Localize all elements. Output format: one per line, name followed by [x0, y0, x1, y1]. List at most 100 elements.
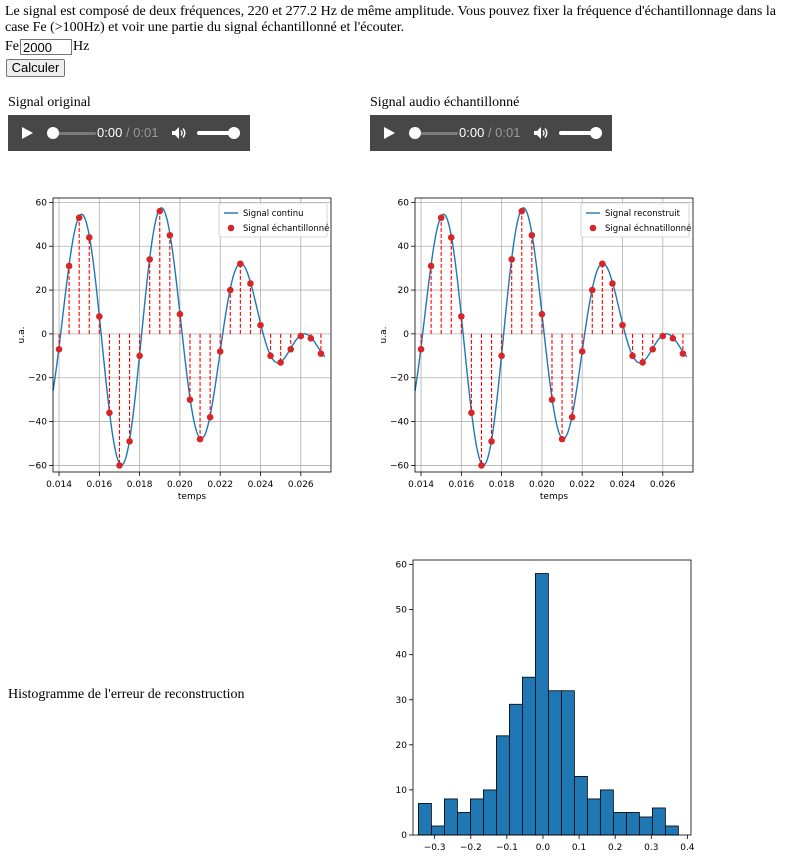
seek-bar[interactable] [52, 132, 96, 135]
histogram-bar [496, 735, 510, 836]
x-tick-label: 0.024 [610, 480, 636, 490]
histogram-label: Histogramme de l'erreur de reconstructio… [8, 687, 245, 702]
time-display: 0:00 / 0:01 [97, 125, 158, 140]
y-tick-label: −40 [28, 418, 47, 428]
sample-point [478, 462, 485, 469]
sample-point [498, 352, 505, 360]
sample-point [518, 207, 526, 215]
sample-point [216, 348, 224, 355]
x-tick-label: 0.018 [127, 480, 153, 490]
y-tick-label: 60 [36, 198, 48, 208]
histogram-bar [664, 825, 679, 836]
sample-point [65, 262, 73, 270]
histogram-bar [638, 816, 653, 836]
sample-point [277, 359, 284, 366]
volume-handle[interactable] [590, 127, 602, 139]
histogram-bar [444, 798, 458, 836]
y-tick-label: 40 [36, 242, 48, 252]
sampled-audio-player[interactable]: 0:00 / 0:01 [370, 115, 612, 151]
x-tick-label: 0.018 [489, 480, 515, 490]
sample-point [437, 214, 445, 222]
seek-handle[interactable] [409, 127, 421, 139]
x-axis-label: temps [540, 492, 569, 502]
sample-point [96, 313, 103, 320]
sample-point [186, 396, 194, 403]
volume-handle[interactable] [228, 127, 240, 139]
legend-point-swatch [589, 224, 597, 232]
y-tick-label: 20 [396, 741, 408, 751]
x-tick-label: 0.026 [288, 480, 314, 490]
histogram-bar [547, 690, 562, 836]
y-tick-label: −20 [28, 374, 47, 384]
sample-point [649, 345, 657, 353]
volume-icon[interactable] [533, 126, 549, 140]
x-tick-label: 0.016 [86, 480, 112, 490]
sampled-signal-label: Signal audio échantillonné [370, 95, 520, 110]
fe-row: Fe Hz [5, 38, 89, 56]
sample-point [458, 313, 465, 320]
histogram-bar [470, 798, 484, 836]
seek-handle[interactable] [47, 127, 59, 139]
y-tick-label: −40 [390, 418, 409, 428]
x-tick-label: 0.022 [569, 480, 595, 490]
y-tick-label: 0 [401, 831, 407, 841]
sample-point [599, 260, 606, 268]
sample-point [538, 310, 546, 318]
y-tick-label: 40 [396, 651, 408, 661]
volume-icon[interactable] [171, 126, 187, 140]
sample-point [247, 280, 254, 287]
histogram-bar [483, 789, 497, 836]
volume-slider[interactable] [197, 131, 235, 135]
legend-box [580, 202, 690, 238]
x-tick-label: 0.0 [536, 843, 551, 853]
original-audio-player[interactable]: 0:00 / 0:01 [8, 115, 250, 151]
calculer-button[interactable]: Calculer [6, 59, 65, 77]
sample-point [146, 256, 153, 263]
sample-point [679, 350, 687, 357]
x-tick-label: 0.024 [248, 480, 274, 490]
sample-point [136, 352, 143, 360]
legend-label: Signal reconstruit [605, 209, 681, 219]
histogram-bar [534, 573, 549, 836]
fe-input[interactable] [20, 39, 72, 55]
y-tick-label: 20 [36, 286, 48, 296]
x-tick-label: 0.022 [207, 480, 233, 490]
y-tick-label: 0 [41, 330, 47, 340]
x-tick-label: 0.020 [167, 480, 193, 490]
histogram-bar [625, 812, 640, 836]
sample-point [488, 438, 495, 445]
seek-bar[interactable] [414, 132, 458, 135]
duration: / 0:01 [487, 125, 521, 140]
y-tick-label: 60 [396, 561, 408, 571]
volume-slider[interactable] [559, 131, 597, 135]
sample-point [75, 214, 83, 222]
play-icon[interactable] [382, 126, 396, 140]
sample-point [116, 462, 123, 469]
y-axis-label: u.a. [379, 327, 389, 344]
x-tick-label: 0.020 [529, 480, 555, 490]
sample-point [257, 321, 264, 329]
sample-point [528, 231, 536, 239]
legend-box [218, 202, 328, 238]
histogram-bar [651, 807, 666, 836]
sample-point [588, 286, 596, 294]
sample-point [629, 352, 636, 360]
sample-point [156, 207, 164, 215]
sample-point [619, 321, 626, 329]
sample-point [639, 359, 646, 366]
sample-point [468, 409, 475, 417]
sample-point [287, 345, 295, 353]
plot-frame [414, 197, 694, 473]
y-tick-label: −60 [28, 461, 47, 471]
y-tick-label: −60 [390, 461, 409, 471]
play-icon[interactable] [20, 126, 34, 140]
histogram-bar [573, 775, 588, 836]
sample-point [427, 262, 435, 270]
sample-point [609, 280, 616, 287]
histogram-bar [599, 789, 614, 836]
x-tick-label: 0.2 [608, 843, 622, 853]
sample-point [508, 256, 515, 263]
x-tick-label: −0.1 [496, 843, 518, 853]
sample-point [196, 435, 204, 443]
y-tick-label: 10 [396, 786, 408, 796]
